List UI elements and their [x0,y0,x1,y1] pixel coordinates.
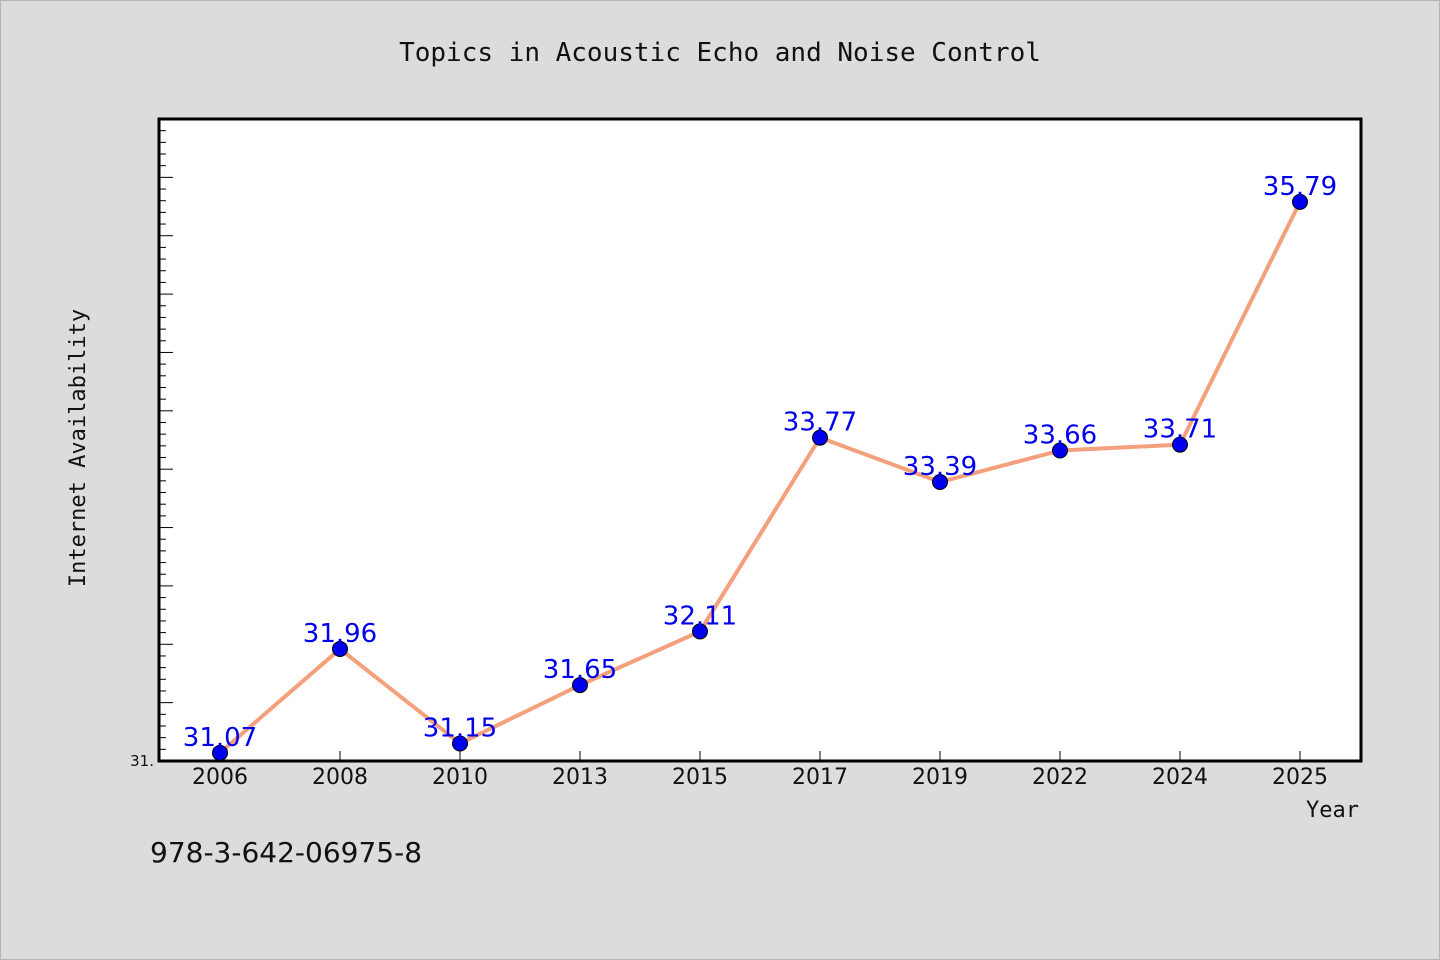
x-tick-label: 2022 [1032,765,1088,790]
x-tick-label: 2015 [672,765,728,790]
data-label: 35.79 [1263,172,1337,202]
data-point [812,429,828,446]
data-point [332,640,348,657]
series-line [218,200,1302,755]
x-tick-label: 2025 [1272,765,1328,790]
x-tick-label: 2017 [792,765,848,790]
y-axis-min-label: 31. [130,752,154,770]
data-label: 33.77 [783,408,857,438]
x-tick-label: 2008 [312,765,368,790]
y-axis-title: Internet Availability [66,309,91,587]
data-point [572,677,588,694]
data-label: 31.65 [543,655,617,685]
x-tick-label: 2013 [552,765,608,790]
data-label: 33.66 [1023,421,1097,451]
data-point [1172,436,1188,453]
data-point [452,735,468,752]
data-point [692,623,708,640]
x-axis-ticks: 2006 2008 2010 2013 2015 2017 2019 2022 2024 2025 [192,751,1328,790]
y-axis-ticks [159,130,173,762]
data-label: 31.07 [183,723,257,753]
plot-area [157,117,1363,763]
data-label: 32.11 [663,601,737,631]
series-layer: 31.07 31.96 31.15 31.65 32.11 33.77 33.39 33.66… [183,172,1337,761]
data-label: 31.96 [303,619,377,649]
data-label: 33.71 [1143,415,1217,445]
data-point [1292,193,1308,210]
chart-title: Topics in Acoustic Echo and Noise Contro… [399,38,1041,68]
x-tick-label: 2024 [1152,765,1208,790]
x-tick-label: 2019 [912,765,968,790]
data-label: 33.39 [903,452,977,482]
x-tick-label: 2006 [192,765,248,790]
data-point [932,474,948,491]
data-point [212,744,228,761]
isbn-footer: 978-3-642-06975-8 [150,836,422,869]
x-axis-title: Year [1306,798,1359,823]
data-label: 31.15 [423,713,497,743]
data-point [1052,442,1068,459]
x-tick-label: 2010 [432,765,488,790]
